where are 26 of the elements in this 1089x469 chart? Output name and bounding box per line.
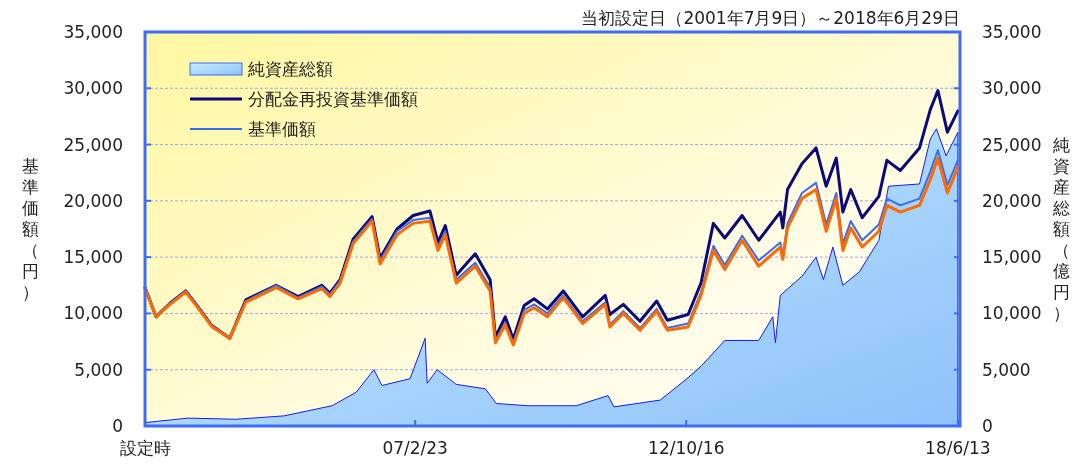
text: 純資産総額（億円） [1052,134,1070,323]
y-tick-label: 30,000 [63,78,123,99]
x-tick-label: 07/2/23 [382,438,448,458]
y-tick-label: 10,000 [63,303,123,324]
y2-tick-label: 0 [982,415,993,436]
y2-tick-label: 35,000 [982,21,1042,42]
chart-title: 当初設定日（2001年7月9日）～2018年6月29日 [581,8,960,28]
y2-tick-label: 5,000 [982,359,1031,380]
legend-label: 分配金再投資基準価額 [248,88,418,109]
y-axis-title: 基準価額（円） [21,155,39,302]
y-tick-label: 20,000 [63,190,123,211]
y-tick-label: 25,000 [63,134,123,155]
x-tick-label: 12/10/16 [648,438,725,458]
y2-tick-label: 10,000 [982,303,1042,324]
x-tick-label: 設定時 [119,438,171,458]
y-tick-label: 0 [112,415,123,436]
y2-tick-label: 15,000 [982,247,1042,268]
y2-tick-label: 25,000 [982,134,1042,155]
legend-label: 基準価額 [248,118,316,139]
legend-label: 純資産総額 [248,58,333,79]
x-tick-label: 18/6/13 [925,438,991,458]
y-tick-label: 5,000 [74,359,123,380]
y-tick-label: 15,000 [63,247,123,268]
y2-tick-label: 20,000 [982,190,1042,211]
y2-tick-label: 30,000 [982,78,1042,99]
y-tick-label: 35,000 [63,21,123,42]
